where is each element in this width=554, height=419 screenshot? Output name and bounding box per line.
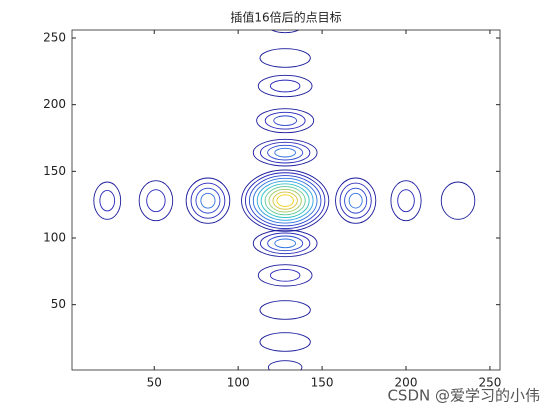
- contour-line: [138, 180, 174, 222]
- y-tick-label: 150: [43, 164, 66, 178]
- x-tick-label: 100: [227, 376, 250, 390]
- x-tick-label: 150: [311, 376, 334, 390]
- contour-line: [267, 144, 304, 161]
- y-tick-label: 250: [43, 31, 66, 45]
- contour-line: [264, 186, 306, 216]
- contour-line: [269, 79, 301, 93]
- contour-line: [274, 147, 296, 158]
- contour-line: [273, 115, 298, 126]
- contour-line: [267, 235, 304, 252]
- contour-line: [257, 264, 313, 287]
- contour-line: [390, 180, 422, 222]
- contour-line: [259, 300, 311, 320]
- contour-line: [348, 192, 363, 209]
- contour-line: [195, 187, 221, 214]
- contour-line: [259, 332, 311, 352]
- contour-line: [440, 181, 476, 220]
- watermark: CSDN @爱学习的小伟: [387, 387, 540, 405]
- contour-line: [185, 177, 231, 224]
- y-tick-label: 50: [51, 297, 66, 311]
- contour-line: [257, 74, 313, 98]
- y-tick-label: 100: [43, 231, 66, 245]
- contour-line: [264, 111, 306, 130]
- x-tick-label: 200: [395, 376, 418, 390]
- contour-line: [256, 180, 314, 221]
- plot-area: [93, 30, 476, 370]
- contour-line: [260, 183, 310, 218]
- contour-line: [270, 30, 300, 34]
- x-tick-label: 250: [478, 376, 501, 390]
- contour-line: [252, 177, 318, 224]
- axes-box: [71, 29, 501, 371]
- contour-line: [252, 229, 318, 258]
- contour-line: [268, 188, 302, 213]
- contour-line: [259, 48, 311, 68]
- contour-line: [339, 182, 372, 219]
- x-tick-label: 50: [147, 376, 162, 390]
- contour-line: [146, 189, 166, 213]
- chart-title: 插值16倍后的点目标: [230, 10, 341, 25]
- contour-line: [259, 232, 311, 255]
- contour-line: [99, 189, 116, 212]
- contour-line: [269, 269, 301, 282]
- contour-line: [397, 189, 415, 213]
- contour-line: [248, 175, 322, 227]
- contour-line: [259, 141, 311, 164]
- y-tick-label: 200: [43, 97, 66, 111]
- contour-line: [241, 169, 330, 232]
- contour-line: [190, 182, 226, 219]
- contour-line: [256, 108, 315, 134]
- contour-line: [272, 191, 298, 210]
- contour-line: [200, 192, 216, 209]
- contour-line: [93, 181, 122, 220]
- contour-line: [252, 138, 318, 167]
- contour-line: [244, 172, 326, 230]
- contour-line: [335, 177, 377, 224]
- contour-line: [267, 360, 303, 370]
- contour-line: [274, 238, 296, 249]
- contour-line: [344, 187, 368, 214]
- contour-line: [276, 194, 294, 207]
